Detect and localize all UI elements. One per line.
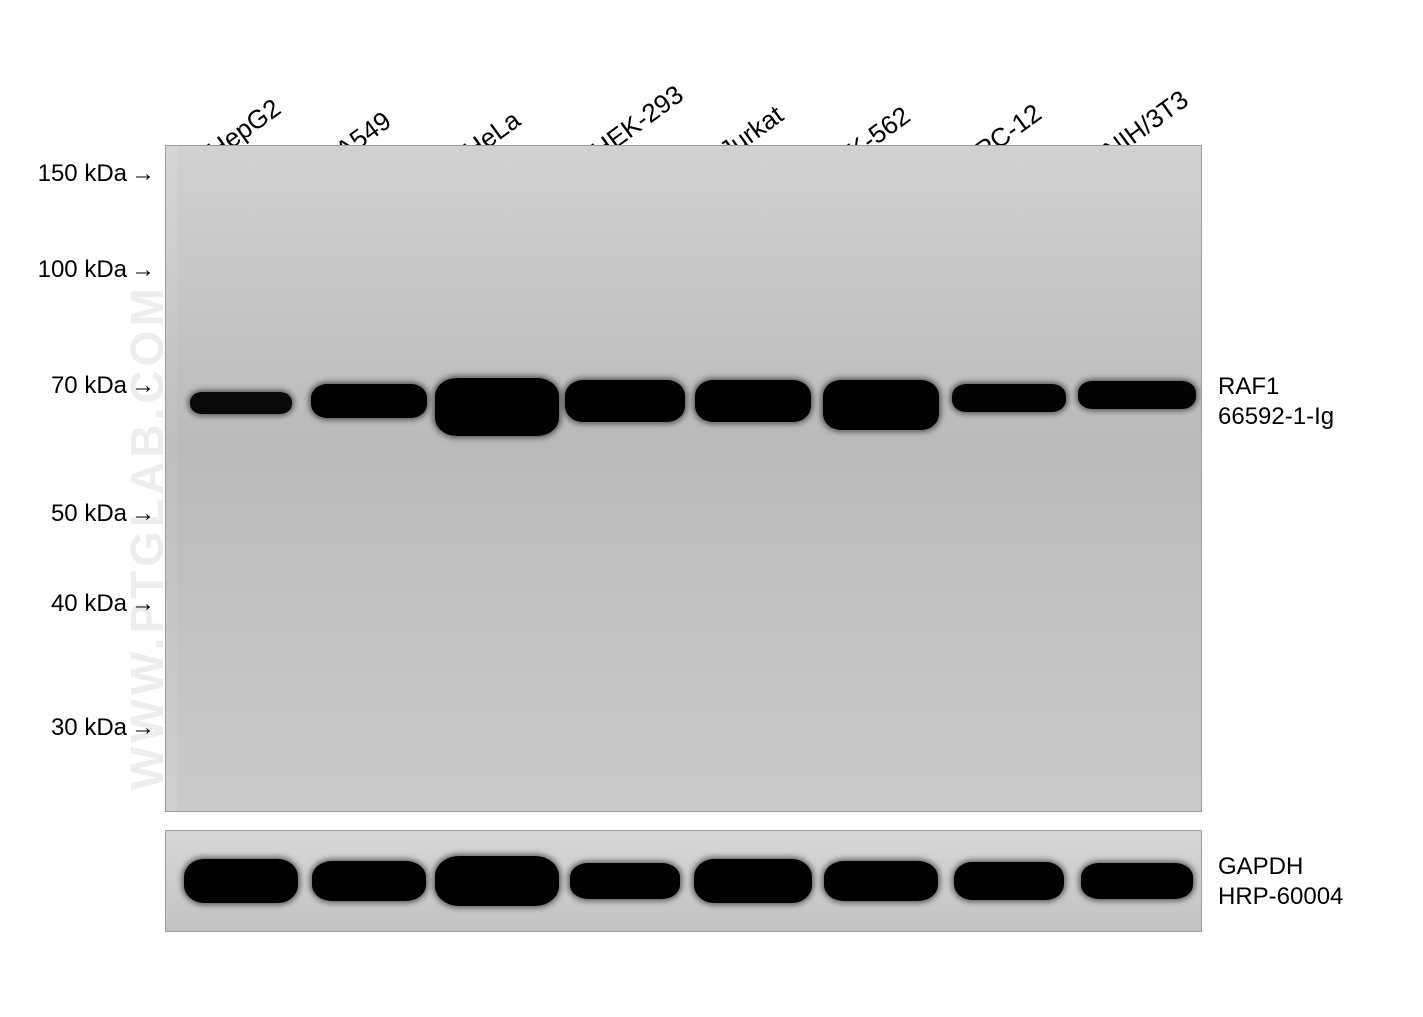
loading-target-name: GAPDH: [1218, 852, 1343, 882]
lane-shade: [1073, 146, 1201, 811]
loading-catalog-number: HRP-60004: [1218, 882, 1343, 912]
mw-marker: 30 kDa→: [51, 714, 155, 742]
arrow-right-icon: →: [131, 500, 155, 527]
loading-blot-panel: [165, 830, 1202, 932]
mw-marker-value: 100 kDa: [38, 256, 127, 283]
raf1-band: [823, 380, 939, 430]
main-blot-panel: [165, 145, 1202, 812]
gapdh-band: [570, 863, 680, 899]
mw-marker: 40 kDa→: [51, 590, 155, 618]
arrow-right-icon: →: [131, 160, 155, 187]
lane-shade: [689, 146, 817, 811]
arrow-right-icon: →: [131, 590, 155, 617]
primary-catalog-number: 66592-1-Ig: [1218, 402, 1334, 432]
gapdh-band: [824, 861, 938, 901]
primary-target-name: RAF1: [1218, 372, 1334, 402]
lane-shade: [177, 146, 305, 811]
lane-shade: [305, 146, 433, 811]
lane-shade: [945, 146, 1073, 811]
raf1-band: [190, 392, 292, 414]
mw-marker-value: 150 kDa: [38, 160, 127, 187]
raf1-band: [952, 384, 1066, 412]
mw-marker-value: 30 kDa: [51, 714, 127, 741]
mw-marker: 50 kDa→: [51, 500, 155, 528]
lane-shade: [817, 146, 945, 811]
primary-antibody-label: RAF1 66592-1-Ig: [1218, 372, 1334, 432]
raf1-band: [311, 384, 427, 418]
lane-shade: [433, 146, 561, 811]
gapdh-band: [1081, 863, 1193, 899]
mw-marker-value: 70 kDa: [51, 372, 127, 399]
loading-antibody-label: GAPDH HRP-60004: [1218, 852, 1343, 912]
raf1-band: [1078, 381, 1196, 409]
mw-marker: 150 kDa→: [38, 160, 155, 188]
gapdh-band: [954, 862, 1064, 900]
mw-marker: 100 kDa→: [38, 256, 155, 284]
raf1-band: [565, 380, 685, 422]
gapdh-band: [312, 861, 426, 901]
gapdh-band: [184, 859, 298, 903]
mw-marker-value: 50 kDa: [51, 500, 127, 527]
arrow-right-icon: →: [131, 372, 155, 399]
mw-marker-value: 40 kDa: [51, 590, 127, 617]
lane-labels-group: HepG2A549HeLaHEK-293JurkatK-562PC-12NIH/…: [0, 20, 1423, 140]
raf1-band: [695, 380, 811, 422]
raf1-band: [435, 378, 559, 436]
lane-shade: [561, 146, 689, 811]
arrow-right-icon: →: [131, 714, 155, 741]
gapdh-band: [435, 856, 559, 906]
western-blot-figure: HepG2A549HeLaHEK-293JurkatK-562PC-12NIH/…: [0, 0, 1423, 1017]
mw-marker: 70 kDa→: [51, 372, 155, 400]
arrow-right-icon: →: [131, 256, 155, 283]
gapdh-band: [694, 859, 812, 903]
